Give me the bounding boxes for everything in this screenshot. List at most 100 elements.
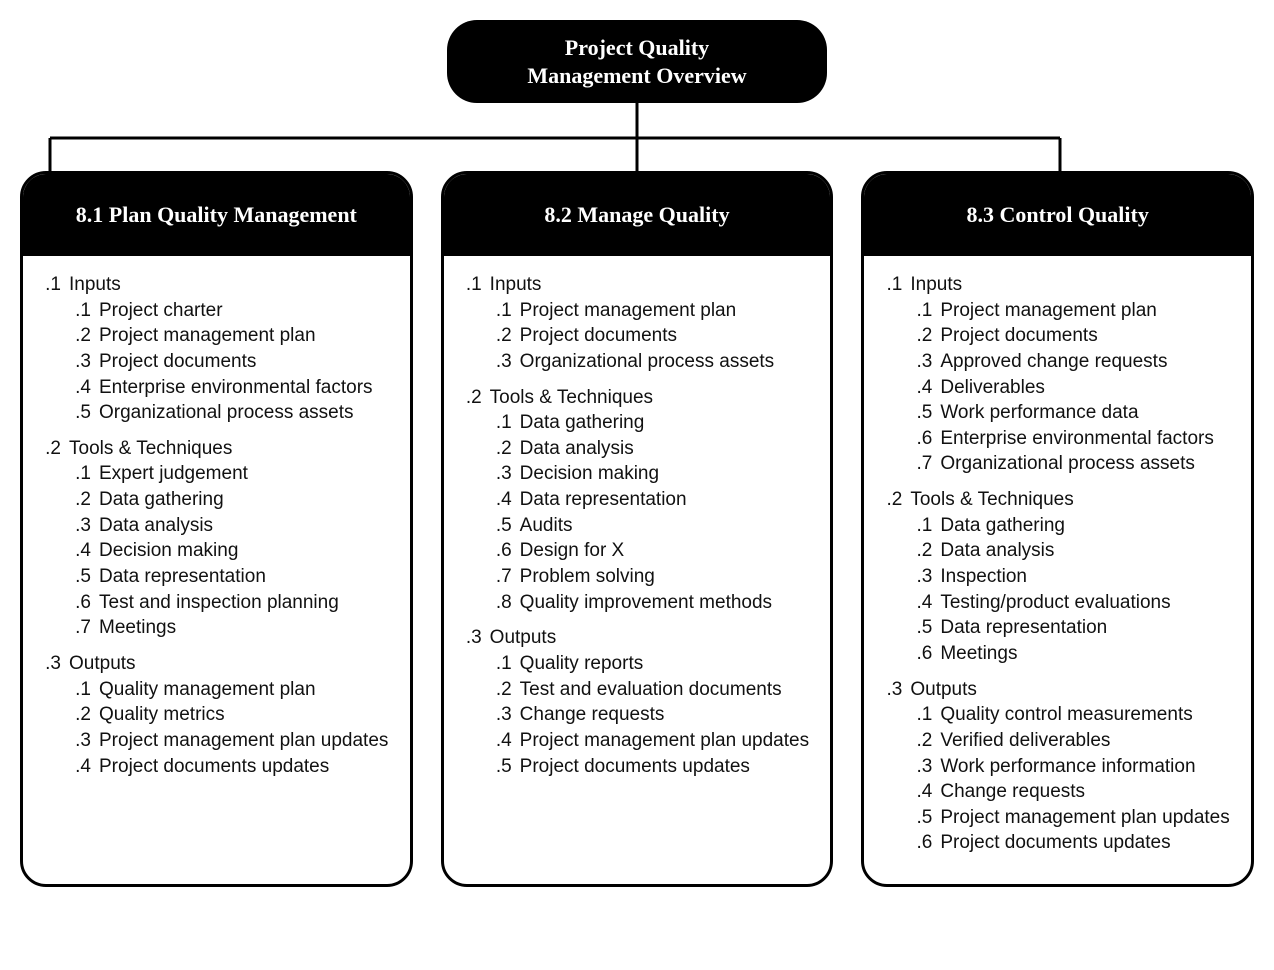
section: .1Inputs.1Project management plan.2Proje… — [462, 272, 813, 375]
section-row: .1Inputs — [882, 272, 1233, 298]
list-item: .4Decision making — [69, 538, 392, 564]
list-item: .7Organizational process assets — [910, 451, 1233, 477]
item-number: .1 — [490, 651, 520, 677]
item-label: Design for X — [520, 538, 813, 564]
item-label: Project documents — [940, 323, 1233, 349]
section-items: .1Expert judgement.2Data gathering.3Data… — [41, 461, 392, 640]
section-label: Tools & Techniques — [490, 385, 813, 411]
item-number: .5 — [910, 805, 940, 831]
list-item: .3Project management plan updates — [69, 728, 392, 754]
section-items: .1Project management plan.2Project docum… — [882, 298, 1233, 477]
list-item: .5Audits — [490, 513, 813, 539]
list-item: .3Data analysis — [69, 513, 392, 539]
panel-manage-quality: 8.2 Manage Quality .1Inputs.1Project man… — [441, 171, 834, 887]
list-item: .5Project documents updates — [490, 754, 813, 780]
item-number: .3 — [69, 513, 99, 539]
item-number: .3 — [910, 349, 940, 375]
item-label: Project documents — [99, 349, 392, 375]
item-label: Data gathering — [99, 487, 392, 513]
item-label: Meetings — [940, 641, 1233, 667]
item-label: Quality metrics — [99, 702, 392, 728]
item-number: .3 — [69, 728, 99, 754]
section-row: .1Inputs — [41, 272, 392, 298]
section-label: Outputs — [490, 625, 813, 651]
list-item: .4Change requests — [910, 779, 1233, 805]
list-item: .7Problem solving — [490, 564, 813, 590]
item-number: .2 — [490, 323, 520, 349]
item-number: .5 — [910, 615, 940, 641]
list-item: .3Change requests — [490, 702, 813, 728]
item-label: Project management plan updates — [99, 728, 392, 754]
section-label: Inputs — [490, 272, 813, 298]
section: .2Tools & Techniques.1Data gathering.2Da… — [462, 385, 813, 616]
list-item: .7Meetings — [69, 615, 392, 641]
item-number: .3 — [69, 349, 99, 375]
section-row: .2Tools & Techniques — [462, 385, 813, 411]
item-number: .1 — [69, 461, 99, 487]
item-label: Enterprise environmental factors — [940, 426, 1233, 452]
item-number: .3 — [490, 349, 520, 375]
list-item: .1Quality reports — [490, 651, 813, 677]
list-item: .4Project documents updates — [69, 754, 392, 780]
item-number: .4 — [910, 375, 940, 401]
item-number: .5 — [910, 400, 940, 426]
section-items: .1Data gathering.2Data analysis.3Inspect… — [882, 513, 1233, 667]
item-number: .5 — [490, 513, 520, 539]
list-item: .2Test and evaluation documents — [490, 677, 813, 703]
section-number: .2 — [882, 487, 910, 513]
item-label: Quality reports — [520, 651, 813, 677]
item-number: .4 — [69, 538, 99, 564]
item-number: .6 — [69, 590, 99, 616]
section-row: .2Tools & Techniques — [882, 487, 1233, 513]
list-item: .4Project management plan updates — [490, 728, 813, 754]
list-item: .2Data analysis — [910, 538, 1233, 564]
section-number: .2 — [41, 436, 69, 462]
item-label: Audits — [520, 513, 813, 539]
list-item: .3Organizational process assets — [490, 349, 813, 375]
item-label: Deliverables — [940, 375, 1233, 401]
panel-header: 8.1 Plan Quality Management — [23, 174, 410, 256]
section-label: Inputs — [69, 272, 392, 298]
item-label: Project documents updates — [940, 830, 1233, 856]
item-number: .4 — [910, 590, 940, 616]
tree-connector — [20, 103, 1254, 173]
list-item: .5Data representation — [69, 564, 392, 590]
item-number: .3 — [910, 754, 940, 780]
item-label: Test and evaluation documents — [520, 677, 813, 703]
item-label: Project charter — [99, 298, 392, 324]
section-number: .3 — [462, 625, 490, 651]
item-number: .2 — [490, 436, 520, 462]
item-label: Enterprise environmental factors — [99, 375, 392, 401]
quality-management-tree: Project Quality Management Overview 8.1 … — [20, 20, 1254, 887]
item-number: .6 — [910, 641, 940, 667]
item-label: Decision making — [520, 461, 813, 487]
panels-row: 8.1 Plan Quality Management .1Inputs.1Pr… — [20, 171, 1254, 887]
item-label: Data representation — [520, 487, 813, 513]
item-label: Data analysis — [99, 513, 392, 539]
item-label: Expert judgement — [99, 461, 392, 487]
list-item: .1Quality control measurements — [910, 702, 1233, 728]
list-item: .3Work performance information — [910, 754, 1233, 780]
list-item: .1Quality management plan — [69, 677, 392, 703]
section: .3Outputs.1Quality management plan.2Qual… — [41, 651, 392, 779]
list-item: .6Meetings — [910, 641, 1233, 667]
panel-control-quality: 8.3 Control Quality .1Inputs.1Project ma… — [861, 171, 1254, 887]
item-label: Data gathering — [520, 410, 813, 436]
item-number: .4 — [910, 779, 940, 805]
list-item: .3Project documents — [69, 349, 392, 375]
panel-header: 8.2 Manage Quality — [444, 174, 831, 256]
list-item: .2Verified deliverables — [910, 728, 1233, 754]
item-label: Change requests — [940, 779, 1233, 805]
section: .2Tools & Techniques.1Data gathering.2Da… — [882, 487, 1233, 666]
item-label: Organizational process assets — [99, 400, 392, 426]
list-item: .8Quality improvement methods — [490, 590, 813, 616]
item-label: Approved change requests — [940, 349, 1233, 375]
list-item: .1Expert judgement — [69, 461, 392, 487]
list-item: .4Enterprise environmental factors — [69, 375, 392, 401]
item-number: .1 — [910, 298, 940, 324]
item-number: .4 — [69, 754, 99, 780]
item-number: .1 — [69, 677, 99, 703]
section-items: .1Quality reports.2Test and evaluation d… — [462, 651, 813, 779]
list-item: .3Inspection — [910, 564, 1233, 590]
item-number: .7 — [910, 451, 940, 477]
